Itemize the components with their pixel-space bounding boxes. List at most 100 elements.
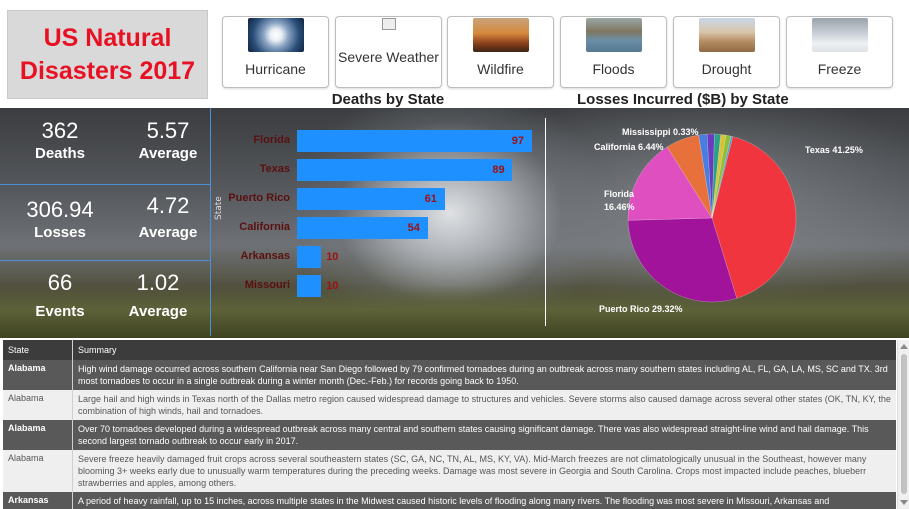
freeze-label: Freeze — [817, 61, 862, 77]
pie-label-puerto-rico: Puerto Rico 29.32% — [599, 304, 683, 314]
pie-slice[interactable] — [706, 133, 715, 219]
chart-right-border — [545, 118, 546, 326]
bar-category-label: California — [239, 221, 290, 233]
events-value: 66 — [47, 270, 73, 295]
deaths-header: Deaths by State — [210, 91, 566, 108]
events-average-label: Average — [128, 303, 188, 320]
pie-slice[interactable] — [627, 217, 738, 303]
severe-weather-label: Severe Weather — [338, 49, 439, 65]
hurricane-satellite-icon — [247, 18, 304, 52]
deaths-bar-chart: State Florida 97 Texas 89 Puerto Rico 61 Calif… — [212, 110, 562, 336]
table-scrollbar[interactable] — [897, 340, 909, 509]
pie-slice[interactable] — [711, 134, 727, 219]
table-row[interactable]: Alabama Severe freeze heavily damaged fru… — [3, 450, 896, 492]
events-average-kpi: 1.02 Average — [108, 270, 208, 322]
deaths-label: Deaths — [34, 145, 86, 162]
deaths-average-kpi: 5.57 Average — [118, 118, 218, 164]
hurricane-button[interactable]: Hurricane — [222, 16, 329, 88]
bar-category-label: Missouri — [244, 279, 290, 291]
bar[interactable] — [297, 246, 322, 268]
pie-slice[interactable] — [711, 136, 797, 299]
state-cell: Alabama — [3, 450, 73, 492]
pie-label-texas: Texas 41.25% — [805, 145, 863, 155]
floods-button[interactable]: Floods — [560, 16, 667, 88]
events-label: Events — [35, 303, 85, 320]
scroll-thumb[interactable] — [901, 354, 907, 494]
summary-cell: Over 70 tornadoes developed during a wid… — [78, 424, 869, 446]
bar[interactable] — [297, 159, 513, 181]
table-row[interactable]: Alabama Large hail and high winds in Texa… — [3, 390, 896, 420]
bar-category-label: Arkansas — [240, 250, 290, 262]
state-cell: Alabama — [3, 360, 73, 390]
table-header-row: State Summary — [3, 340, 896, 360]
title-line-2: Disasters 2017 — [19, 56, 196, 85]
losses-average-value: 4.72 — [146, 193, 190, 218]
scroll-down-icon[interactable] — [900, 500, 908, 505]
kpi-panel-divider — [210, 108, 211, 336]
losses-value: 306.94 — [26, 197, 94, 222]
summary-cell: Severe freeze heavily damaged fruit crop… — [78, 454, 867, 488]
bar[interactable] — [297, 217, 428, 239]
state-cell: Alabama — [3, 390, 73, 420]
pie-slice[interactable] — [711, 133, 722, 219]
losses-kpi: 306.94 Losses — [10, 197, 110, 243]
floods-label: Floods — [592, 61, 635, 77]
drought-icon — [698, 18, 755, 52]
summary-cell: Large hail and high winds in Texas north… — [78, 394, 891, 416]
deaths-average-label: Average — [138, 145, 198, 162]
table-row[interactable]: Arkansas A period of heavy rainfall, up t… — [3, 492, 896, 509]
losses-average-label: Average — [138, 224, 198, 241]
pie-slice[interactable] — [627, 146, 713, 221]
bar[interactable] — [297, 130, 532, 152]
table-row[interactable]: Alabama High wind damage occurred across … — [3, 360, 896, 390]
scroll-up-icon[interactable] — [900, 344, 908, 349]
events-average-value: 1.02 — [136, 270, 180, 295]
summary-table: State Summary Alabama High wind damage oc… — [3, 340, 896, 509]
state-cell: Arkansas — [3, 492, 73, 509]
bar-value-label: 10 — [326, 280, 339, 292]
bar-value-label: 61 — [424, 193, 437, 205]
bar-category-label: Puerto Rico — [228, 192, 290, 204]
title-line-1: US Natural — [43, 23, 172, 52]
deaths-average-value: 5.57 — [146, 118, 190, 143]
state-column-header[interactable]: State — [3, 340, 73, 360]
bar[interactable] — [297, 275, 322, 297]
kpi-row-divider-1 — [0, 184, 211, 185]
pie-label-mississippi: Mississippi 0.33% — [622, 127, 699, 137]
losses-label: Losses — [34, 224, 86, 241]
state-cell: Alabama — [3, 420, 73, 450]
pie-label-florida-name: Florida — [604, 189, 635, 199]
deaths-kpi: 362 Deaths — [10, 118, 110, 164]
wildfire-icon — [472, 18, 529, 52]
bar-value-label: 10 — [326, 251, 339, 263]
pie-label-california: California 6.44% — [594, 142, 664, 152]
losses-header: Losses Incurred ($B) by State — [572, 91, 906, 108]
bar-value-label: 97 — [511, 135, 524, 147]
flood-icon — [585, 18, 642, 52]
wildfire-button[interactable]: Wildfire — [447, 16, 554, 88]
table-row[interactable]: Alabama Over 70 tornadoes developed durin… — [3, 420, 896, 450]
freeze-button[interactable]: Freeze — [786, 16, 893, 88]
pie-slice[interactable] — [711, 135, 734, 219]
drought-button[interactable]: Drought — [673, 16, 780, 88]
kpi-row-divider-2 — [0, 260, 211, 261]
storm-ground-image — [0, 286, 909, 338]
dashboard-title: US Natural Disasters 2017 — [7, 10, 208, 99]
bar-value-label: 89 — [492, 164, 505, 176]
pie-slice[interactable] — [711, 134, 732, 219]
pie-label-florida-pct: 16.46% — [604, 202, 635, 212]
losses-average-kpi: 4.72 Average — [118, 193, 218, 243]
bar[interactable] — [297, 188, 445, 210]
deaths-value: 362 — [41, 118, 79, 143]
drought-label: Drought — [701, 61, 752, 77]
broken-image-icon — [381, 18, 396, 30]
losses-pie-chart — [627, 133, 797, 303]
bar-category-label: Texas — [259, 163, 290, 175]
pie-slice[interactable] — [698, 133, 713, 219]
events-kpi: 66 Events — [10, 270, 110, 322]
severe-weather-button[interactable]: Severe Weather — [335, 16, 442, 88]
summary-column-header[interactable]: Summary — [78, 345, 117, 355]
pie-slice[interactable] — [666, 134, 713, 219]
summary-cell: A period of heavy rainfall, up to 15 inc… — [78, 496, 830, 506]
